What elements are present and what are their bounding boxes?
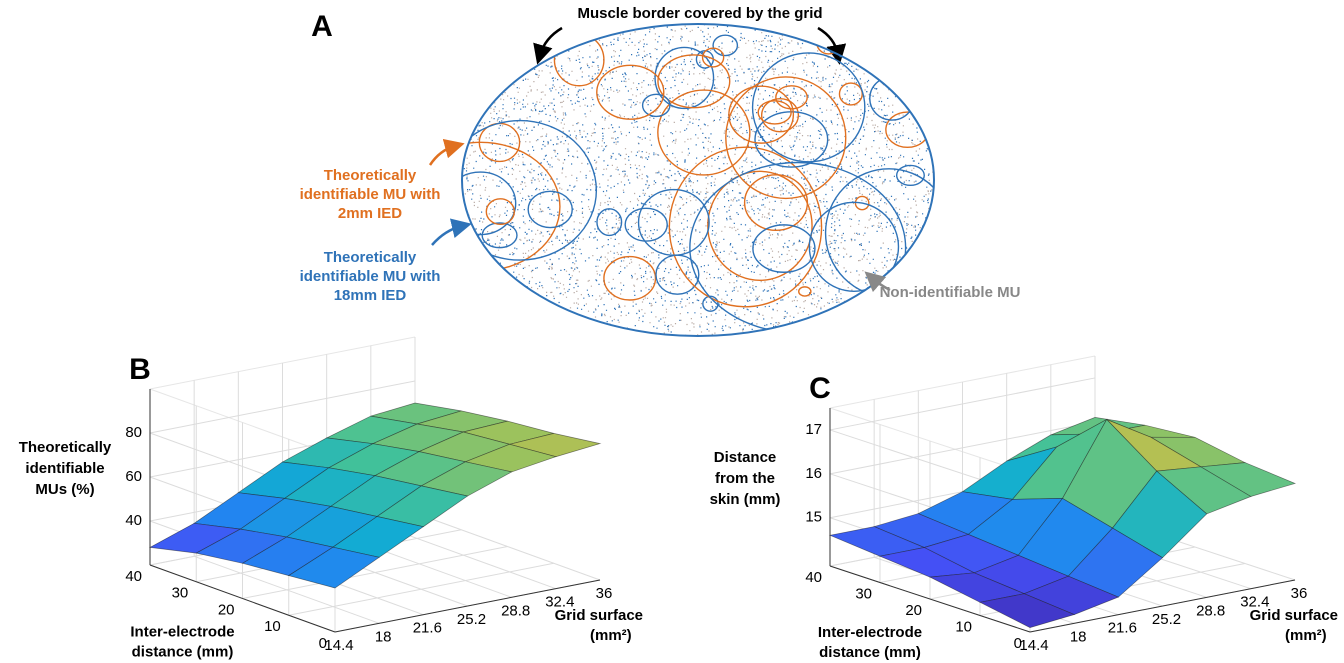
z-tick-label: 40 [125, 512, 142, 529]
x-tick-label: 36 [1291, 585, 1308, 602]
mu-territory [886, 112, 929, 147]
z-axis-label: Theoretically [19, 439, 112, 456]
mu-territory [753, 53, 865, 162]
mu-territory [870, 77, 914, 120]
x-tick-label: 18 [1070, 628, 1087, 645]
mu-territory [809, 202, 898, 291]
mu-territory [799, 287, 811, 296]
y-tick-label: 20 [218, 601, 235, 618]
z-tick-label: 60 [125, 468, 142, 485]
arrow [430, 146, 455, 165]
panel-label: B [129, 353, 151, 386]
x-tick-label: 21.6 [413, 620, 442, 637]
blue-note: Theoretically [324, 249, 417, 266]
mu-territory [401, 142, 560, 271]
mu-territory [448, 13, 515, 70]
orange-note: 2mm IED [338, 205, 402, 222]
x-axis-label: (mm²) [1285, 627, 1327, 644]
x-tick-label: 25.2 [457, 611, 486, 628]
gray-note: Non-identifiable MU [880, 284, 1021, 301]
z-axis-label: Distance [714, 449, 777, 466]
x-axis-label: Grid surface [1250, 607, 1338, 624]
mu-territory [910, 90, 924, 102]
y-tick-label: 30 [855, 585, 872, 602]
panel-a: A Muscle border covered by the grid Theo… [300, 5, 1021, 336]
y-axis-label: distance (mm) [132, 643, 234, 660]
y-tick-label: 10 [955, 618, 972, 635]
x-tick-label: 18 [375, 628, 392, 645]
y-axis-label: Inter-electrode [818, 624, 922, 641]
z-axis-label: identifiable [25, 460, 104, 477]
x-tick-label: 14.4 [324, 637, 353, 654]
x-tick-label: 14.4 [1019, 637, 1048, 654]
mu-territory [597, 65, 664, 119]
mu-territory [643, 94, 670, 116]
arrow [432, 226, 462, 245]
x-tick-label: 28.8 [501, 602, 530, 619]
mu-territory [753, 225, 815, 272]
border-note: Muscle border covered by the grid [577, 5, 822, 22]
z-tick-label: 17 [805, 421, 822, 438]
y-tick-label: 10 [264, 618, 281, 635]
x-axis-label: (mm²) [590, 627, 632, 644]
mu-territory [696, 51, 713, 68]
z-axis-label: skin (mm) [710, 491, 781, 508]
y-tick-label: 0 [319, 635, 327, 652]
mu-territory [745, 175, 808, 230]
mu-territory [713, 35, 737, 55]
x-tick-label: 28.8 [1196, 602, 1225, 619]
z-tick-label: 80 [125, 424, 142, 441]
y-tick-label: 20 [905, 602, 922, 619]
z-axis-label: MUs (%) [35, 481, 94, 498]
mu-territory [482, 223, 517, 248]
x-tick-label: 36 [596, 585, 613, 602]
panel: 14.41821.625.228.832.436010203040406080B… [19, 337, 643, 660]
panel-label: A [311, 10, 333, 43]
blue-note: identifiable MU with [300, 268, 441, 285]
mu-territory [839, 83, 862, 105]
arrow [540, 28, 562, 55]
y-axis-label: Inter-electrode [130, 623, 234, 640]
z-tick-label: 16 [805, 465, 822, 482]
mu-territory [597, 209, 622, 236]
y-tick-label: 30 [172, 585, 189, 602]
y-tick-label: 40 [805, 569, 822, 586]
z-tick-label: 15 [805, 509, 822, 526]
orange-note: Theoretically [324, 167, 417, 184]
x-axis-label: Grid surface [555, 607, 643, 624]
y-axis-label: distance (mm) [819, 644, 921, 661]
x-tick-label: 25.2 [1152, 611, 1181, 628]
blue-note: 18mm IED [334, 287, 407, 304]
mu-territory [445, 172, 516, 235]
orange-note: identifiable MU with [300, 186, 441, 203]
mu-territory [486, 199, 514, 225]
panel: 14.41821.625.228.832.436010203040151617C… [710, 356, 1338, 661]
y-tick-label: 40 [125, 568, 142, 585]
figure: A Muscle border covered by the grid Theo… [0, 0, 1344, 663]
z-axis-label: from the [715, 470, 775, 487]
mu-territory [625, 208, 667, 241]
x-tick-label: 21.6 [1108, 620, 1137, 637]
panel-label: C [809, 372, 831, 405]
y-tick-label: 0 [1014, 635, 1022, 652]
